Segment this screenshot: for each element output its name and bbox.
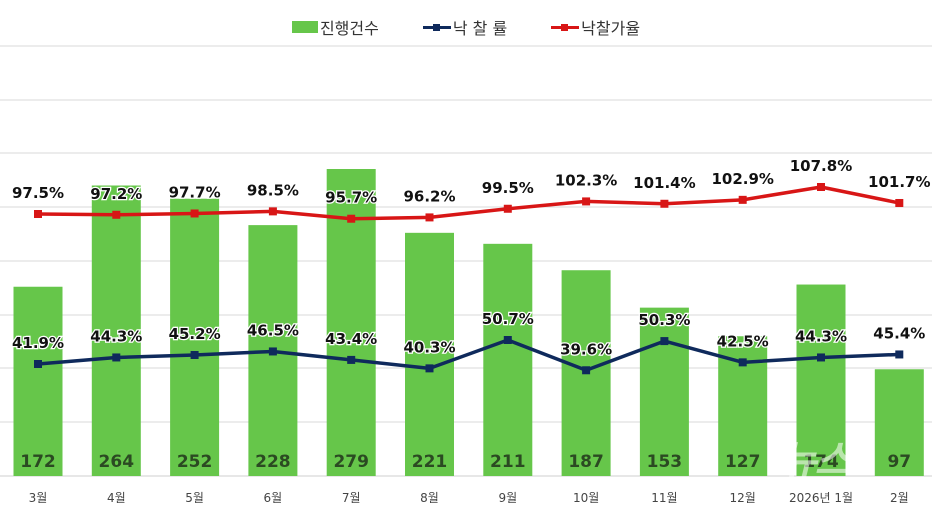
data-point-marker [817,353,825,362]
data-point-marker [582,197,591,206]
data-point-marker [34,210,42,218]
legend-label: 낙찰가율 [581,19,641,38]
bar [170,198,220,477]
line-series-낙찰가율 [34,183,904,223]
x-tick-label: 10월 [573,491,599,505]
point-value-label: 40.3% [403,338,455,356]
data-point-marker [895,350,904,359]
data-labels: 172 264 252 228 279 221 211 187 153 127 174 97 41.9%… [11,156,932,472]
series-line [37,338,900,373]
bar [91,185,141,476]
gridlines [0,45,932,477]
data-point-marker [347,214,356,223]
bar [405,232,454,476]
x-tick-label: 5월 [185,491,204,505]
bar-value-label: 187 [568,452,604,472]
data-point-marker [738,195,747,204]
data-point-marker [425,213,434,222]
point-value-label: 101.7% [868,173,930,191]
point-value-label: 97.7% [169,183,221,201]
data-point-marker [425,364,434,373]
data-point-marker [112,210,121,219]
data-point-marker [503,204,512,213]
x-tick-label: 2026년 1월 [789,491,853,505]
x-tick-label: 11월 [651,491,677,505]
legend-label: 진행건수 [319,19,379,38]
line-marker-icon [422,21,451,33]
point-value-label: 102.3% [555,171,617,189]
x-tick-label: 6월 [264,491,283,505]
bar [13,286,63,476]
bar-value-label: 127 [725,452,761,472]
line-marker-icon [551,21,580,33]
point-value-label: 44.3% [90,327,142,345]
point-value-label: 97.2% [90,185,142,203]
legend-item-rate: 낙 찰 률 [422,15,508,39]
point-value-label: 46.5% [247,321,299,339]
bar-value-label: 264 [99,452,135,472]
series-line [37,185,900,221]
point-value-label: 107.8% [790,157,852,175]
point-value-label: 45.4% [873,324,925,342]
line-series-낙찰률 [34,336,904,375]
data-point-marker [503,336,512,344]
x-tick-label: 9월 [498,491,517,505]
bar-value-label: 228 [255,452,291,472]
bar-value-label: 279 [333,452,369,472]
point-value-label: 99.5% [482,179,534,197]
point-value-label: 42.5% [717,332,769,350]
bar-value-label: 153 [647,452,683,472]
point-value-label: 44.3% [795,327,847,345]
bar-value-label: 174 [803,452,839,472]
bar [639,307,689,476]
bar-value-label: 252 [177,452,213,472]
x-tick-label: 12월 [730,491,756,505]
legend-label: 낙 찰 률 [452,19,508,38]
point-value-label: 97.5% [12,184,64,202]
bar [796,284,846,476]
point-value-label: 95.7% [325,189,377,207]
data-point-marker [112,353,121,362]
bar [483,243,533,476]
point-value-label: 96.2% [403,187,455,205]
data-point-marker [660,337,669,346]
point-value-label: 41.9% [12,334,64,352]
chart-legend: 진행건수 낙 찰 률 낙찰가율 [0,14,932,40]
bar-value-label: 172 [20,452,56,472]
x-axis-labels: 3월 4월 5월 6월 7월 8월 9월 10월 11월 12월 2026년 1월 2월 [29,491,909,505]
x-tick-label: 8월 [420,491,439,505]
data-point-marker [34,360,42,368]
point-value-label: 45.2% [169,325,221,343]
x-tick-label: 4월 [107,491,126,505]
data-point-marker [190,351,199,359]
point-value-label: 50.3% [638,311,690,329]
x-tick-label: 7월 [342,491,361,505]
data-point-marker [347,355,356,364]
data-point-marker [895,198,904,207]
data-point-marker [660,199,669,208]
legend-item-bar: 진행건수 [291,15,379,39]
point-value-label: 98.5% [247,181,299,199]
point-value-label: 102.9% [711,170,773,188]
data-point-marker [582,366,591,375]
bar-value-label: 211 [490,452,526,472]
bar-swatch-icon [291,21,318,33]
bar [874,369,924,476]
point-value-label: 101.4% [633,174,695,192]
data-point-marker [190,209,199,218]
data-point-marker [738,358,747,367]
x-tick-label: 2월 [890,491,909,505]
legend-item-price: 낙찰가율 [551,15,640,39]
x-tick-label: 3월 [29,491,48,505]
bar-value-label: 221 [412,452,448,472]
point-value-label: 39.6% [560,340,612,358]
bar-series-진행건수 [13,169,924,477]
data-point-marker [817,183,825,191]
point-value-label: 50.7% [482,310,534,328]
data-point-marker [268,347,277,356]
bar-value-label: 97 [887,452,911,472]
data-point-marker [268,207,277,216]
point-value-label: 43.4% [325,330,377,348]
